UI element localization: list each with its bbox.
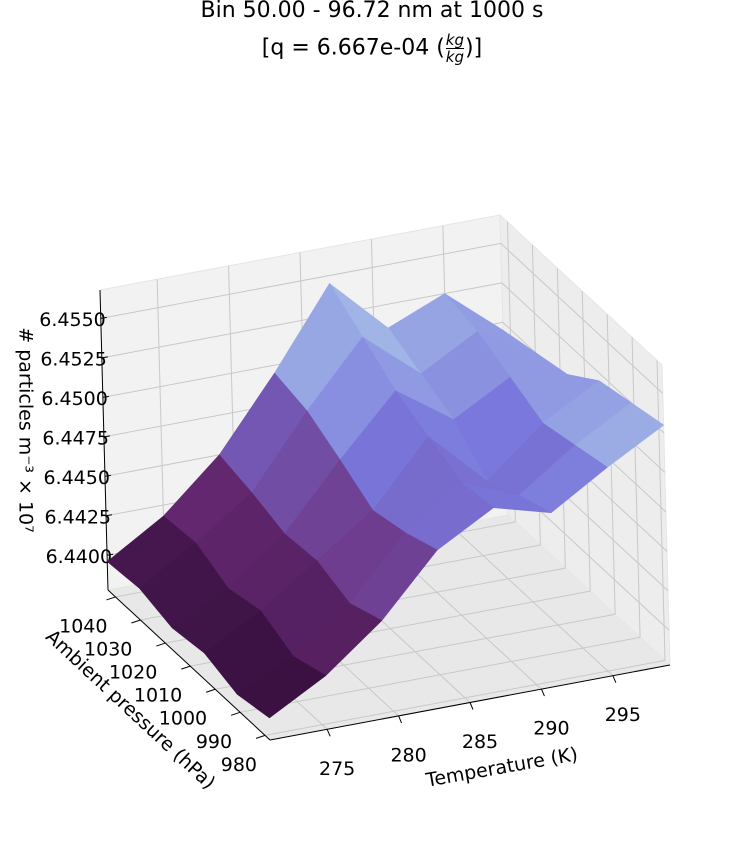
grid-line	[631, 337, 641, 638]
grid-line	[100, 242, 501, 319]
y-tick-label: 1030	[84, 639, 132, 661]
y-tick-label: 1040	[59, 615, 107, 637]
y-tick	[131, 619, 141, 624]
z-tick	[105, 514, 113, 517]
axis-line	[99, 289, 109, 591]
z-tick-label: 6.4525	[40, 348, 106, 370]
subtitle-prefix: [q = 6.667e-04 (	[261, 35, 445, 61]
denominator: kg	[445, 48, 465, 66]
y-tick	[255, 734, 266, 739]
x-tick	[612, 675, 617, 683]
y-tick-label: 1020	[109, 662, 157, 684]
x-tick	[326, 729, 331, 737]
axis-line	[107, 589, 271, 741]
grid-line	[240, 636, 641, 713]
subtitle-suffix: )]	[465, 35, 483, 61]
x-tick-label: 295	[605, 704, 641, 726]
y-tick	[156, 642, 166, 647]
x-tick-label: 280	[390, 744, 426, 766]
z-axis-label: # particles m⁻³ × 10⁷	[15, 327, 37, 533]
x-axis-label: Temperature (K)	[423, 743, 579, 792]
z-tick-label: 6.4425	[45, 506, 111, 528]
grid-line	[264, 659, 666, 736]
y-tick-label: 990	[196, 731, 232, 753]
grid-line	[500, 243, 664, 394]
z-tick	[100, 316, 107, 319]
x-tick-label: 285	[462, 731, 498, 753]
surface-patch	[236, 656, 327, 719]
y-tick	[106, 596, 116, 601]
grid-line	[450, 525, 614, 677]
z-tick-label: 6.4550	[39, 309, 105, 331]
grid-line	[101, 282, 502, 359]
grid-line	[656, 360, 666, 661]
z-tick	[101, 356, 108, 359]
x-tick	[398, 715, 403, 724]
z-tick	[104, 474, 112, 477]
chart-subtitle: [q = 6.667e-04 (kg kg)]	[0, 32, 744, 65]
y-tick	[181, 665, 191, 670]
fraction: kg kg	[445, 31, 465, 66]
x-tick-label: 275	[319, 758, 355, 780]
z-tick	[106, 553, 114, 556]
y-tick	[206, 688, 216, 693]
chart-title: Bin 50.00 - 96.72 nm at 1000 s	[200, 0, 544, 23]
y-tick-label: 980	[221, 754, 257, 776]
z-tick	[103, 435, 110, 438]
y-tick-label: 1010	[134, 685, 182, 707]
x-tick	[469, 702, 474, 710]
y-tick-label: 1000	[159, 708, 207, 730]
z-tick-label: 6.4500	[41, 388, 107, 410]
z-tick-label: 6.4475	[42, 427, 108, 449]
z-tick-label: 6.4400	[46, 546, 112, 568]
z-tick	[102, 395, 109, 398]
x-tick-label: 290	[533, 718, 569, 740]
y-tick	[230, 711, 241, 716]
numerator: kg	[445, 31, 465, 49]
z-tick-label: 6.4450	[43, 467, 109, 489]
x-tick	[540, 688, 545, 697]
